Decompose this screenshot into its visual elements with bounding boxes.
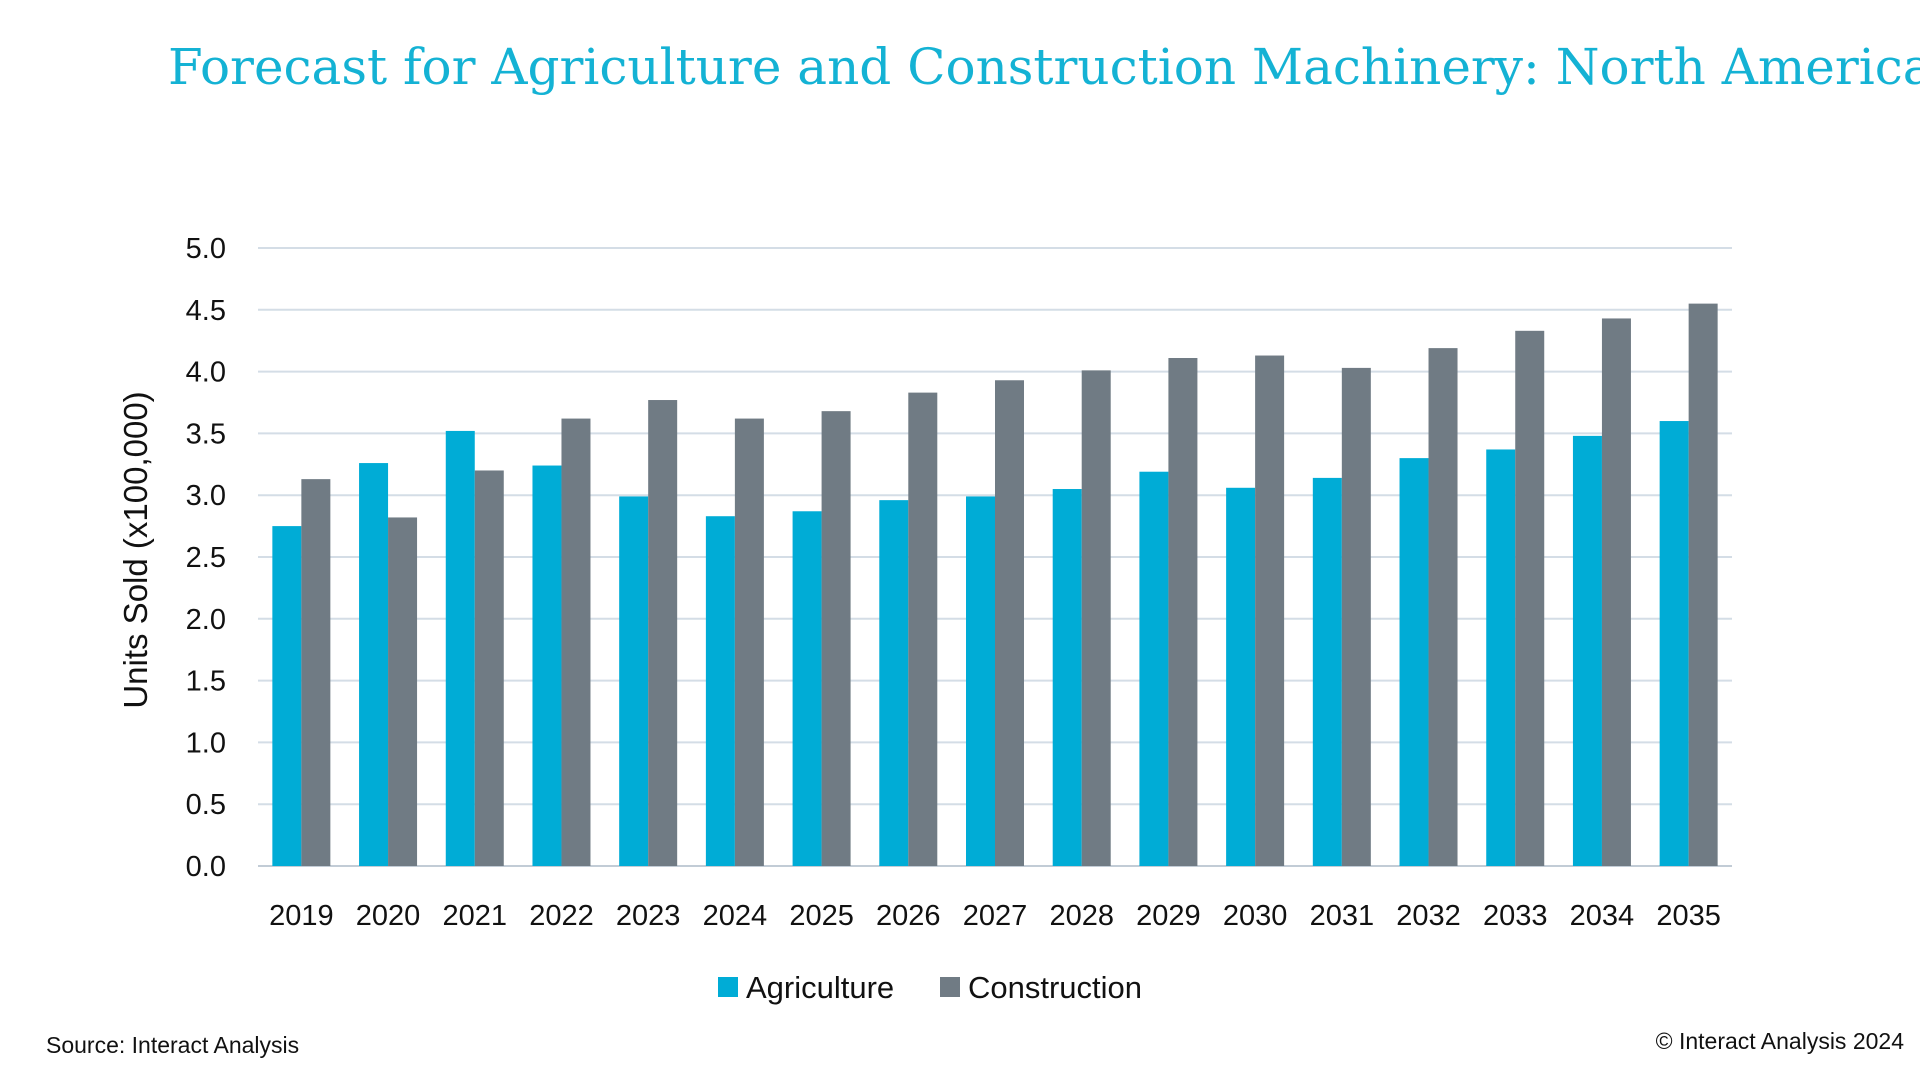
- bar-agriculture-2031: [1312, 477, 1342, 866]
- x-tick-label: 2024: [703, 900, 768, 932]
- bar-agriculture-2024: [705, 516, 735, 866]
- bar-construction-2027: [995, 380, 1024, 866]
- bar-agriculture-2028: [1052, 489, 1082, 866]
- copyright-note: © Interact Analysis 2024: [1655, 1028, 1904, 1054]
- bar-agriculture-2021: [445, 430, 475, 866]
- x-tick-label: 2035: [1656, 900, 1721, 932]
- source-note: Source: Interact Analysis: [46, 1032, 300, 1058]
- x-tick-label: 2033: [1483, 900, 1548, 932]
- bar-construction-2023: [648, 400, 678, 866]
- x-tick-label: 2025: [789, 900, 854, 932]
- bar-construction-2030: [1255, 355, 1285, 866]
- y-tick-label: 0.0: [186, 851, 226, 883]
- bar-agriculture-2035: [1659, 421, 1689, 866]
- bar-construction-2031: [1341, 367, 1371, 866]
- x-tick-label: 2030: [1223, 900, 1288, 932]
- legend-swatch-construction: [940, 977, 960, 997]
- x-tick-label: 2029: [1136, 900, 1201, 932]
- y-tick-label: 0.5: [186, 789, 226, 821]
- bar-agriculture-2027: [966, 496, 995, 866]
- bar-construction-2028: [1081, 370, 1111, 866]
- bar-construction-2029: [1168, 358, 1198, 866]
- x-tick-label: 2034: [1570, 900, 1635, 932]
- bar-construction-2035: [1688, 303, 1718, 866]
- bar-agriculture-2026: [879, 500, 909, 866]
- bar-agriculture-2030: [1226, 487, 1256, 866]
- bar-agriculture-2025: [792, 511, 822, 866]
- bar-construction-2019: [301, 479, 331, 866]
- bars: [272, 303, 1718, 867]
- x-tick-label: 2031: [1310, 900, 1375, 932]
- x-tick-label: 2027: [963, 900, 1028, 932]
- bar-construction-2034: [1601, 318, 1631, 866]
- bar-agriculture-2033: [1486, 449, 1516, 866]
- bar-agriculture-2023: [619, 496, 649, 866]
- bar-agriculture-2022: [532, 465, 562, 866]
- x-tick-label: 2026: [876, 900, 941, 932]
- y-tick-label: 4.0: [186, 357, 226, 389]
- y-tick-label: 2.0: [186, 604, 226, 636]
- x-tick-label: 2032: [1396, 900, 1461, 932]
- y-tick-label: 2.5: [186, 542, 226, 574]
- x-tick-label: 2019: [269, 900, 334, 932]
- bar-agriculture-2019: [272, 526, 302, 866]
- bar-construction-2022: [561, 418, 591, 866]
- bar-construction-2026: [908, 392, 938, 866]
- legend-label-construction: Construction: [968, 970, 1142, 1005]
- x-tick-label: 2022: [529, 900, 594, 932]
- x-tick-label: 2020: [356, 900, 421, 932]
- bar-construction-2020: [388, 517, 418, 866]
- legend-label-agriculture: Agriculture: [746, 970, 894, 1005]
- y-axis-title: Units Sold (x100,000): [117, 391, 154, 708]
- y-tick-label: 5.0: [186, 233, 226, 265]
- y-tick-label: 1.5: [186, 666, 226, 698]
- bar-agriculture-2020: [359, 463, 389, 866]
- y-tick-label: 1.0: [186, 727, 226, 759]
- bar-agriculture-2029: [1139, 471, 1169, 866]
- x-axis-ticks: 2019 2020 2021 2022 2023 2024 2025 2026 2027 2028…: [269, 900, 1721, 932]
- chart-title: Forecast for Agriculture and Constructio…: [168, 38, 1920, 96]
- y-tick-label: 3.0: [186, 480, 226, 512]
- y-tick-label: 3.5: [186, 418, 226, 450]
- bar-construction-2025: [821, 411, 851, 866]
- bar-construction-2024: [734, 418, 764, 866]
- legend-swatch-agriculture: [718, 977, 738, 997]
- x-tick-label: 2023: [616, 900, 681, 932]
- bar-construction-2021: [474, 470, 504, 866]
- bar-construction-2032: [1428, 348, 1458, 867]
- bar-construction-2033: [1515, 330, 1545, 866]
- bar-agriculture-2032: [1399, 458, 1429, 866]
- y-axis-ticks: 0.0 0.5 1.0 1.5 2.0 2.5 3.0 3.5 4.0 4.5 5.0: [186, 233, 226, 883]
- y-tick-label: 4.5: [186, 295, 226, 327]
- bar-agriculture-2034: [1572, 435, 1602, 866]
- x-tick-label: 2028: [1049, 900, 1114, 932]
- legend: Agriculture Construction: [718, 970, 1142, 1005]
- x-tick-label: 2021: [443, 900, 508, 932]
